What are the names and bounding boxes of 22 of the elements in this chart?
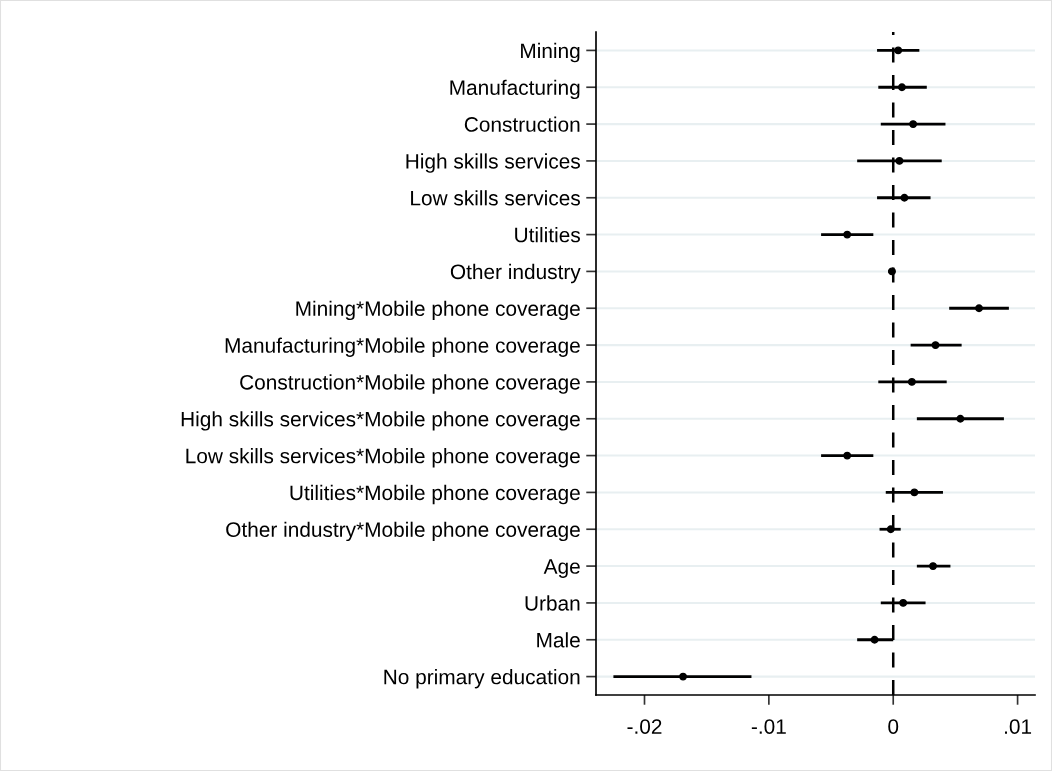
y-tick-label: No primary education	[384, 669, 580, 689]
y-tick-label: Construction	[464, 116, 580, 132]
y-tick-label: Manufacturing	[450, 79, 580, 100]
x-tick-label: .01	[1005, 719, 1032, 734]
y-tick-label: Utilities	[515, 227, 580, 243]
x-tick-label: -.02	[627, 719, 662, 734]
y-tick-label: Male	[537, 632, 580, 648]
y-tick-label: Mining*Mobile phone coverage	[296, 300, 580, 321]
y-tick-label: Other industry*Mobile phone coverage	[226, 521, 580, 542]
y-tick-label: Other industry	[450, 263, 581, 284]
y-tick-label: Low skills services	[411, 190, 580, 206]
y-tick-label: Low skills services*Mobile phone coverage	[186, 448, 580, 468]
y-tick-label: Manufacturing*Mobile phone coverage	[225, 337, 580, 357]
y-tick-label: Utilities*Mobile phone coverage	[290, 484, 580, 505]
y-tick-label: High skills services*Mobile phone coverage	[181, 411, 580, 431]
x-tick-label: -.01	[751, 719, 786, 734]
x-tick-label: 0	[888, 719, 899, 734]
y-tick-label: Urban	[525, 595, 580, 611]
y-tick-label: Construction*Mobile phone coverage	[240, 374, 580, 394]
y-tick-label: High skills services	[406, 153, 580, 173]
y-tick-label: Age	[543, 559, 580, 578]
y-tick-label: Mining	[521, 42, 580, 63]
